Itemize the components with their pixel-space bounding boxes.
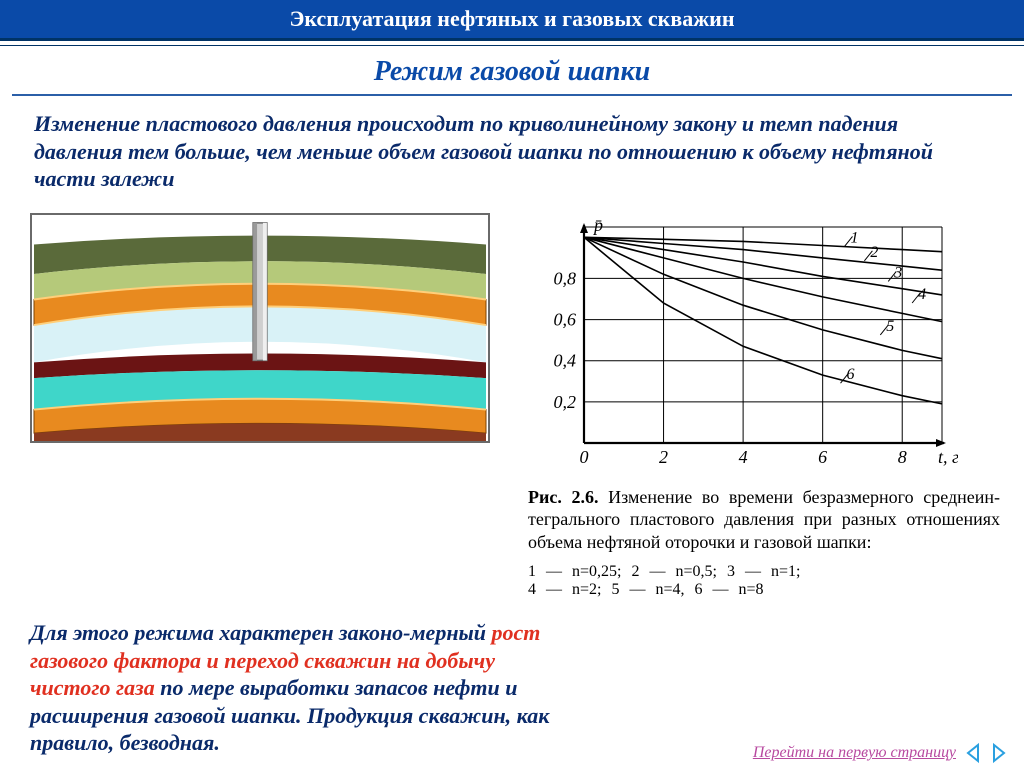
svg-text:p̄: p̄ [592, 215, 603, 235]
course-header: Эксплуатация нефтяных и газовых скважин [0, 0, 1024, 40]
cross-section-diagram [30, 213, 490, 443]
svg-text:0,8: 0,8 [554, 268, 577, 288]
body-paragraph: Для этого режима характерен законо-мерны… [0, 599, 560, 757]
svg-text:0,2: 0,2 [554, 391, 577, 411]
svg-text:8: 8 [898, 447, 907, 467]
svg-text:t, г: t, г [938, 447, 958, 467]
figure-text: Изменение во вре­мени безразмерного сред… [528, 487, 1000, 552]
figure-number: Рис. 2.6. [528, 487, 598, 507]
nav-arrows-icon[interactable] [966, 742, 1006, 764]
svg-text:6: 6 [818, 447, 827, 467]
first-page-link[interactable]: Перейти на первую страницу [753, 744, 956, 762]
pressure-decline-chart: p̄024680,20,40,60,8t, г123456 [528, 213, 958, 473]
svg-text:0,6: 0,6 [554, 309, 577, 329]
figure-legend: 1 — n=0,25; 2 — n=0,5; 3 — n=1; 4 — n=2;… [528, 553, 1000, 599]
slide-title: Режим газовой шапки [0, 46, 1024, 94]
svg-text:4: 4 [739, 447, 748, 467]
svg-text:0: 0 [580, 447, 589, 467]
svg-text:2: 2 [659, 447, 668, 467]
figure-caption: Рис. 2.6. Изменение во вре­мени безразме… [528, 478, 1000, 554]
para2-pre: Для этого режима характерен законо-мерны… [30, 620, 492, 645]
svg-text:0,4: 0,4 [554, 350, 577, 370]
intro-paragraph: Изменение пластового давления происходит… [0, 110, 1024, 205]
title-underline [12, 94, 1012, 96]
